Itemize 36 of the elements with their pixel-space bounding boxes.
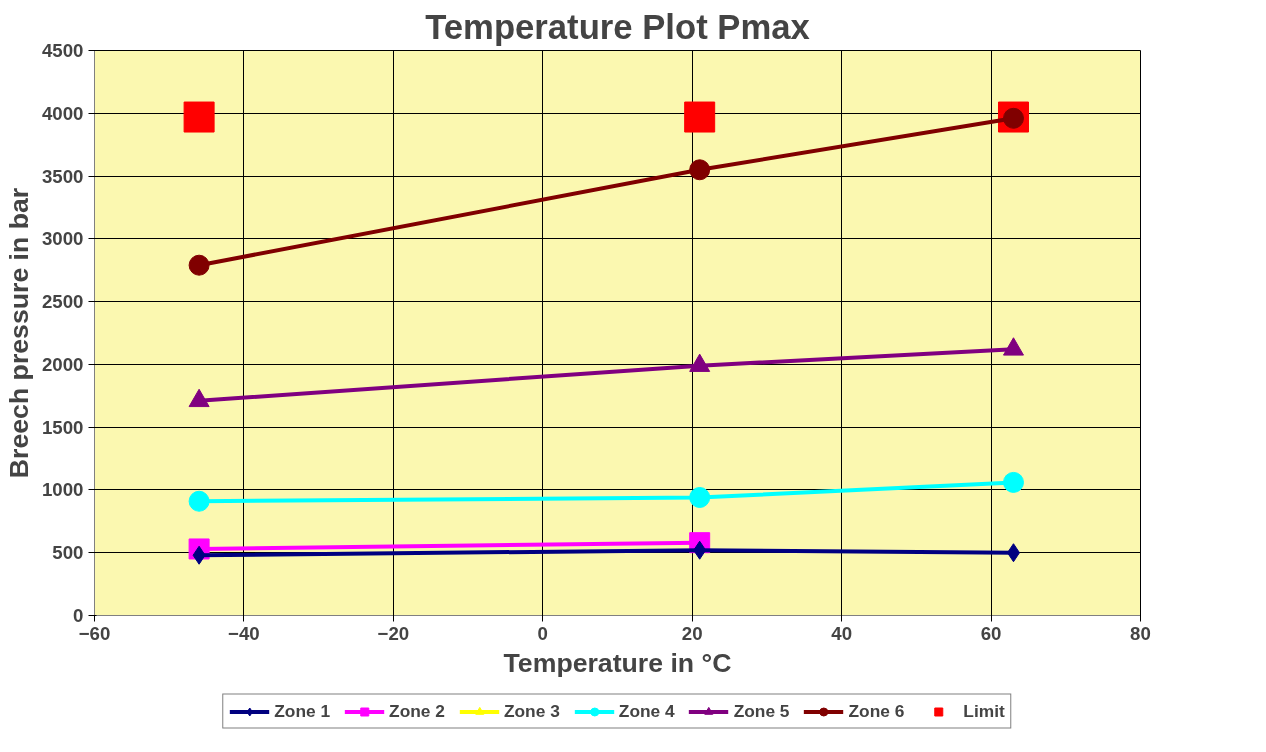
x-tick-label: 80 <box>1130 622 1151 644</box>
y-tick-label: 3500 <box>42 165 84 187</box>
point <box>188 490 210 512</box>
legend-label: Zone 1 <box>274 700 331 722</box>
point <box>188 254 210 276</box>
x-tick-label: −40 <box>228 622 260 644</box>
point <box>1002 471 1024 493</box>
y-tick-label: 2000 <box>42 353 84 375</box>
x-tick-label: −20 <box>377 622 410 644</box>
legend-label: Limit <box>963 700 1005 722</box>
x-tick-label: 20 <box>681 622 703 644</box>
chart-title: Temperature Plot Pmax <box>425 7 811 46</box>
y-tick-label: 1500 <box>42 416 84 438</box>
legend-label: Zone 5 <box>733 700 790 722</box>
point <box>689 159 711 181</box>
y-tick-label: 4000 <box>42 102 84 124</box>
y-axis-title: Breech pressure in bar <box>4 187 34 479</box>
point <box>684 101 716 133</box>
point <box>183 101 215 133</box>
point <box>693 540 707 560</box>
x-tick-label: 40 <box>831 622 853 644</box>
x-tick-label: 0 <box>537 622 548 644</box>
y-tick-label: 500 <box>52 542 84 564</box>
y-tick-label: 3000 <box>42 228 84 250</box>
legend-label: Zone 2 <box>389 700 445 722</box>
y-tick-label: 2500 <box>42 291 84 313</box>
point <box>1006 543 1020 563</box>
x-tick-label: 60 <box>980 622 1002 644</box>
legend-label: Zone 3 <box>503 700 560 722</box>
legend-label: Zone 6 <box>848 700 905 722</box>
point <box>689 487 711 508</box>
y-tick-label: 1000 <box>42 479 84 501</box>
point <box>192 545 206 565</box>
legend-label: Zone 4 <box>618 700 675 722</box>
y-tick-label: 4500 <box>42 40 84 61</box>
x-axis-title: Temperature in °C <box>503 647 732 678</box>
